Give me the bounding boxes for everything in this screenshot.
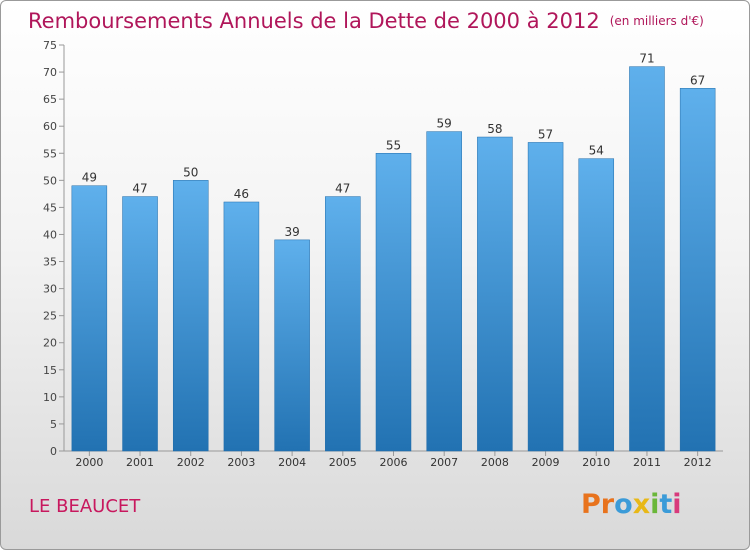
bar-value-label: 59	[437, 117, 452, 131]
x-tick-label: 2007	[430, 456, 458, 469]
bar-value-label: 49	[82, 171, 97, 185]
x-tick-label: 2012	[684, 456, 712, 469]
bar-2007	[426, 131, 462, 452]
y-tick-label: 75	[43, 39, 57, 52]
bar-value-label: 55	[386, 138, 401, 152]
x-tick-label: 2009	[532, 456, 560, 469]
x-tick-label: 2001	[126, 456, 154, 469]
bar-2012	[679, 88, 716, 452]
proxiti-logo: Proxiti	[581, 489, 682, 520]
bar-value-label: 54	[589, 144, 604, 158]
x-tick-label: 2008	[481, 456, 509, 469]
bar-2005	[325, 196, 361, 452]
logo-letter: r	[600, 489, 615, 520]
y-tick-label: 50	[43, 174, 57, 187]
bar-value-label: 58	[487, 122, 502, 136]
bar-value-label: 46	[234, 187, 249, 201]
chart-bars	[71, 66, 716, 452]
chart-title-text: Remboursements Annuels de la Dette de 20…	[28, 9, 600, 33]
bar-2010	[578, 158, 615, 452]
commune-name: LE BEAUCET	[29, 496, 141, 517]
y-tick-label: 55	[43, 147, 57, 160]
bar-2011	[629, 66, 665, 452]
y-tick-label: 35	[43, 256, 57, 269]
chart-unit: (en milliers d'€)	[609, 14, 704, 28]
x-tick-label: 2005	[329, 456, 357, 469]
bar-2006	[375, 153, 412, 452]
bar-2001	[122, 196, 158, 452]
logo-letter: o	[614, 489, 633, 520]
logo-letter: i	[672, 489, 682, 520]
x-tick-label: 2000	[75, 456, 103, 469]
x-tick-label: 2003	[227, 456, 255, 469]
x-tick-label: 2010	[582, 456, 610, 469]
chart-title: Remboursements Annuels de la Dette de 20…	[28, 9, 704, 33]
bar-chart: 0 5 10 15 20 25 30 35 40 45 50 55 60 65 70 75 2000 2001 20…	[43, 39, 723, 469]
y-tick-label: 65	[43, 93, 57, 106]
y-tick-label: 10	[43, 391, 57, 404]
bar-value-label: 57	[538, 127, 553, 141]
y-tick-label: 15	[43, 364, 57, 377]
y-tick-label: 70	[43, 66, 57, 79]
x-tick-label: 2011	[633, 456, 661, 469]
bar-value-label: 71	[639, 52, 654, 66]
y-tick-label: 5	[50, 418, 57, 431]
bar-2008	[477, 136, 513, 452]
logo-letter: P	[581, 489, 601, 520]
logo-letter: t	[659, 489, 673, 520]
x-tick-label: 2002	[177, 456, 205, 469]
chart-axes: 0 5 10 15 20 25 30 35 40 45 50 55 60 65 70 75 2000 2001 20…	[43, 39, 723, 469]
x-tick-label: 2006	[380, 456, 408, 469]
y-tick-label: 25	[43, 310, 57, 323]
y-tick-label: 30	[43, 283, 57, 296]
bar-2002	[172, 180, 209, 452]
bar-value-label: 47	[335, 182, 350, 196]
bar-value-label: 39	[284, 225, 299, 239]
bar-value-label: 47	[132, 182, 147, 196]
y-tick-label: 20	[43, 337, 57, 350]
x-tick-label: 2004	[278, 456, 306, 469]
y-tick-label: 0	[50, 445, 57, 458]
bar-value-label: 50	[183, 165, 198, 179]
bar-2000	[71, 185, 108, 452]
bar-2009	[527, 142, 564, 452]
y-tick-label: 60	[43, 120, 57, 133]
y-tick-label: 40	[43, 228, 57, 241]
bar-2004	[274, 239, 310, 452]
y-tick-label: 45	[43, 201, 57, 214]
chart-labels: 49 47 50 46 39 47 55 59 58 57 54 71 67	[82, 52, 706, 239]
bar-2003	[223, 201, 260, 452]
logo-letter: i	[650, 489, 660, 520]
bar-value-label: 67	[690, 73, 705, 87]
logo-letter: x	[632, 489, 651, 520]
